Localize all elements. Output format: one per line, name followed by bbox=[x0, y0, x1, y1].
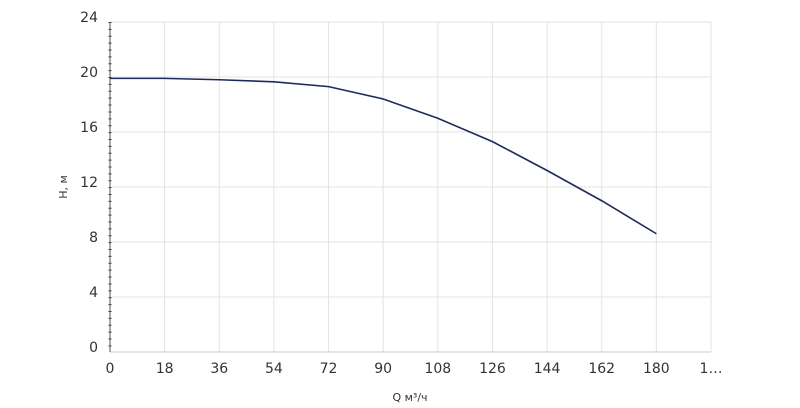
x-tick-label: 180 bbox=[643, 361, 670, 377]
x-tick-label: 108 bbox=[424, 361, 451, 377]
y-tick-label: 0 bbox=[89, 340, 98, 356]
y-axis-title: H, м bbox=[57, 175, 70, 199]
x-tick-label: 72 bbox=[320, 361, 338, 377]
x-tick-label: 144 bbox=[534, 361, 561, 377]
x-tick-label: 54 bbox=[265, 361, 283, 377]
x-tick-label: 18 bbox=[156, 361, 174, 377]
x-tick-label: 1… bbox=[700, 361, 723, 377]
y-tick-label: 8 bbox=[89, 230, 98, 246]
x-axis-title: Q м³/ч bbox=[392, 391, 427, 404]
x-tick-label: 126 bbox=[479, 361, 506, 377]
y-tick-label: 20 bbox=[80, 65, 98, 81]
x-tick-label: 162 bbox=[588, 361, 615, 377]
y-tick-label: 24 bbox=[80, 10, 98, 26]
y-tick-label: 12 bbox=[80, 175, 98, 191]
x-tick-label: 36 bbox=[210, 361, 228, 377]
line-series bbox=[110, 77, 657, 235]
y-tick-label: 16 bbox=[80, 120, 98, 136]
y-tick-label: 4 bbox=[89, 285, 98, 301]
x-tick-label: 0 bbox=[106, 361, 115, 377]
x-tick-label: 90 bbox=[374, 361, 392, 377]
